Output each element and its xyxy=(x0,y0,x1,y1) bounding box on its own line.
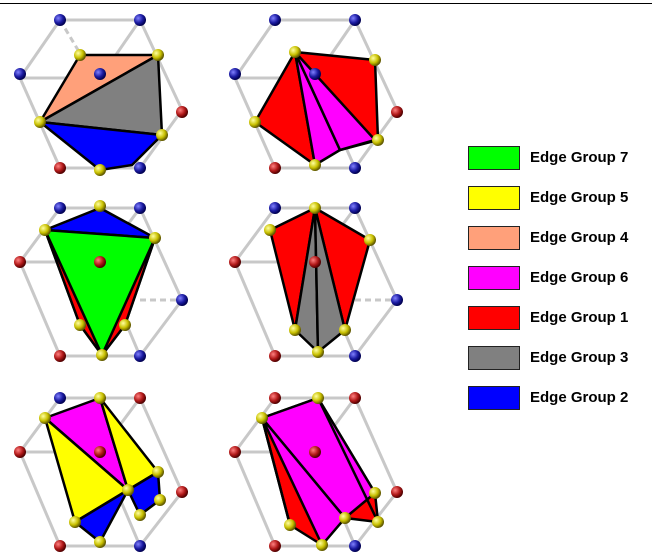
legend-swatch xyxy=(468,266,520,290)
panel-bottom-left-faces xyxy=(43,396,162,544)
legend-label: Edge Group 1 xyxy=(530,309,629,326)
panel-top-right-vertices xyxy=(229,14,403,174)
legend-swatch xyxy=(468,226,520,250)
legend-item-edge-group-5: Edge Group 5 xyxy=(468,186,648,212)
panel-middle-left-faces xyxy=(43,206,157,357)
panel-bottom-right-vertices xyxy=(229,392,403,552)
legend-label: Edge Group 7 xyxy=(530,149,629,166)
panel-bottom-left-vertices xyxy=(14,392,188,552)
legend-swatch xyxy=(468,146,520,170)
legend-label: Edge Group 6 xyxy=(530,269,629,286)
legend-swatch xyxy=(468,346,520,370)
panel-middle-right-vertices xyxy=(229,202,403,362)
panel-bottom-right-faces xyxy=(260,396,380,547)
legend-item-edge-group-6: Edge Group 6 xyxy=(468,266,648,292)
legend-item-edge-group-3: Edge Group 3 xyxy=(468,346,648,372)
legend-item-edge-group-7: Edge Group 7 xyxy=(468,146,648,172)
panel-top-left-faces xyxy=(38,53,164,172)
legend-item-edge-group-1: Edge Group 1 xyxy=(468,306,648,332)
legend-label: Edge Group 2 xyxy=(530,389,629,406)
legend-swatch xyxy=(468,306,520,330)
top-rule xyxy=(0,3,652,4)
legend-swatch xyxy=(468,386,520,410)
legend-item-edge-group-2: Edge Group 2 xyxy=(468,386,648,412)
legend-label: Edge Group 5 xyxy=(530,189,629,206)
legend-label: Edge Group 3 xyxy=(530,349,629,366)
panel-top-left-vertices xyxy=(14,14,188,176)
legend-label: Edge Group 4 xyxy=(530,229,629,246)
panel-middle-right-faces xyxy=(268,206,372,354)
legend-swatch xyxy=(468,186,520,210)
legend-item-edge-group-4: Edge Group 4 xyxy=(468,226,648,252)
panel-middle-left-vertices xyxy=(14,200,188,362)
